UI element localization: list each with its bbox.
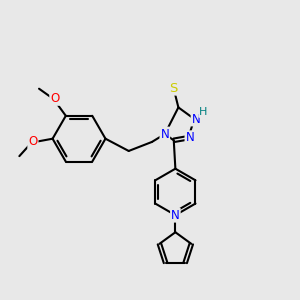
Text: O: O [50, 92, 59, 105]
Text: O: O [28, 135, 38, 148]
Text: N: N [185, 131, 194, 144]
Text: N: N [171, 209, 180, 222]
Text: N: N [160, 128, 169, 141]
Text: H: H [199, 107, 208, 117]
Text: N: N [192, 112, 200, 125]
Text: S: S [169, 82, 178, 94]
